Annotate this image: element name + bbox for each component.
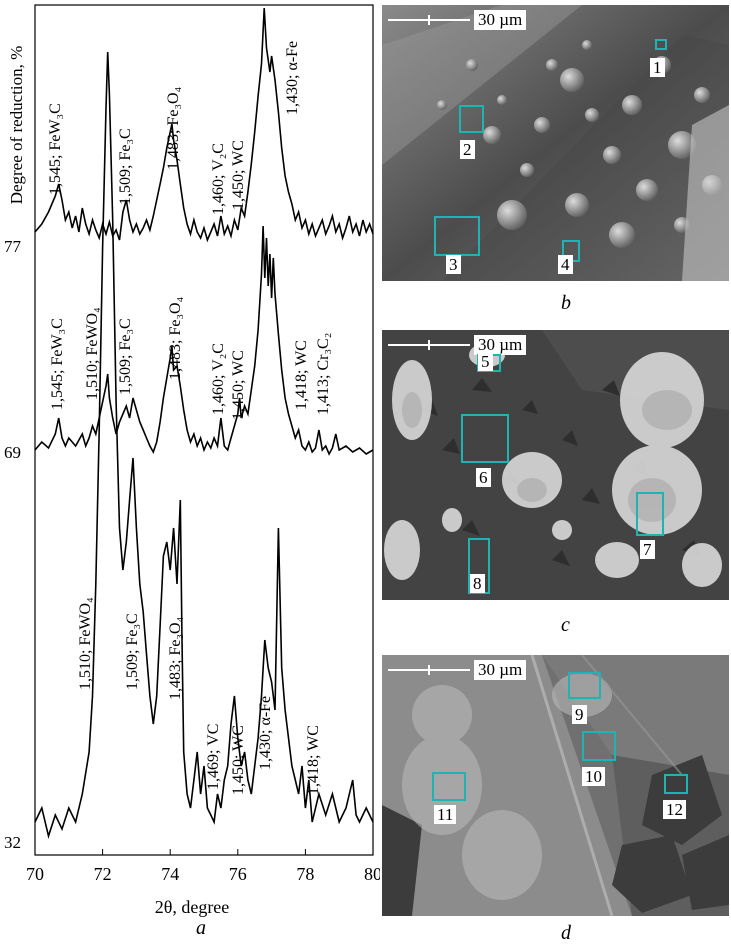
peak-label-32-4: 1,469; VC	[205, 724, 222, 790]
roi-box-1	[655, 39, 667, 50]
offset-label-69: 69	[4, 443, 21, 462]
peak-label-32-6: 1,430; α-Fe	[257, 696, 274, 770]
scale-bar-label-c: 30 µm	[474, 335, 527, 355]
roi-label-1: 1	[650, 58, 665, 77]
peak-label-77-5: 1,450; WC	[230, 140, 247, 210]
peak-label-77-3: 1,483; Fe₃O₄	[165, 86, 182, 170]
x-tick-label-78: 78	[296, 864, 314, 884]
roi-label-6: 6	[476, 468, 491, 487]
roi-label-2: 2	[460, 140, 475, 159]
panel-d-letter: d	[561, 922, 571, 944]
y-axis-title: Degree of reduction, %	[7, 46, 26, 205]
plot-frame	[34, 4, 374, 856]
roi-box-12	[664, 774, 688, 794]
sem-texture-b	[382, 5, 729, 281]
scale-bar-tick-c	[428, 340, 430, 350]
peak-label-77-2: 1,509; Fe₃C	[117, 128, 134, 205]
roi-label-5: 5	[478, 352, 493, 371]
x-tick-label-70: 70	[26, 864, 44, 884]
peak-label-69-8: 1,413; Cr₃C₂	[315, 333, 332, 415]
roi-box-6	[461, 414, 509, 463]
roi-label-11: 11	[434, 805, 457, 824]
roi-box-7	[636, 492, 664, 536]
peak-label-69-1: 1,545; FeW₃C	[49, 318, 66, 410]
peak-labels: 1,545; FeW₃C 1,509; Fe₃C 1,483; Fe₃O₄ 1,460…	[47, 41, 332, 795]
roi-label-8: 8	[470, 574, 485, 593]
panel-a-letter: a	[196, 917, 206, 939]
roi-box-8	[468, 538, 490, 594]
peak-label-77-1: 1,545; FeW₃C	[47, 103, 64, 195]
x-tick-label-76: 76	[229, 864, 247, 884]
peak-label-77-6: 1,430; α-Fe	[284, 41, 301, 115]
x-tick-label-74: 74	[161, 864, 179, 884]
peak-label-69-4: 1,483; Fe₃O₄	[167, 296, 184, 380]
panel-c-letter: c	[561, 614, 570, 636]
x-axis-title: 2θ, degree	[155, 897, 230, 917]
peak-label-32-1: 1,510; FeWO₄	[77, 597, 94, 690]
roi-label-7: 7	[640, 540, 655, 559]
peak-label-32-3: 1,483; Fe₃O₄	[167, 616, 184, 700]
sem-micrograph-c: 30 µm 5 6 7 8	[382, 330, 729, 600]
peak-label-77-4: 1,460; V₂C	[210, 143, 227, 215]
roi-label-12: 12	[663, 800, 686, 819]
roi-box-3	[434, 216, 480, 256]
roi-box-2	[459, 105, 484, 133]
roi-box-10	[582, 731, 616, 761]
roi-label-9: 9	[572, 705, 587, 724]
scale-bar-tick-d	[428, 665, 430, 675]
roi-box-9	[568, 672, 601, 699]
scale-bar-label-d: 30 µm	[474, 660, 527, 680]
sem-texture-d	[382, 655, 729, 916]
peak-label-69-6: 1,450; WC	[230, 350, 247, 420]
roi-label-3: 3	[446, 255, 461, 274]
scale-bar-label-b: 30 µm	[474, 10, 527, 30]
panel-b-letter: b	[561, 292, 571, 314]
xrd-traces	[34, 7, 374, 839]
xrd-trace-77	[34, 7, 374, 243]
x-tick-label-72: 72	[94, 864, 112, 884]
roi-box-11	[432, 772, 466, 801]
peak-label-69-2: 1,510; FeWO₄	[84, 307, 101, 400]
xrd-trace-69	[34, 225, 374, 456]
sem-texture-c	[382, 330, 729, 600]
peak-label-69-3: 1,509; Fe₃C	[117, 318, 134, 395]
x-tick-label-80: 80	[364, 864, 380, 884]
xrd-chart: 1,545; FeW₃C 1,509; Fe₃C 1,483; Fe₃O₄ 1,460…	[4, 4, 380, 917]
x-axis-ticks: 70 72 74 76 78 80	[26, 849, 380, 884]
peak-label-69-7: 1,418; WC	[293, 340, 310, 410]
peak-label-32-2: 1,509; Fe₃C	[124, 613, 141, 690]
xrd-trace-32	[34, 51, 374, 839]
sem-micrograph-b: 30 µm 1 2 3 4	[382, 5, 729, 281]
offset-label-32: 32	[4, 833, 21, 852]
peak-label-32-5: 1,450; WC	[230, 725, 247, 795]
roi-label-10: 10	[582, 767, 605, 786]
roi-label-4: 4	[558, 255, 573, 274]
scale-bar-tick-b	[428, 15, 430, 25]
peak-label-69-5: 1,460; V₂C	[210, 343, 227, 415]
sem-micrograph-d: 30 µm 9 10 11 12	[382, 655, 729, 916]
peak-label-32-7: 1,418; WC	[305, 725, 322, 795]
offset-label-77: 77	[4, 237, 22, 256]
